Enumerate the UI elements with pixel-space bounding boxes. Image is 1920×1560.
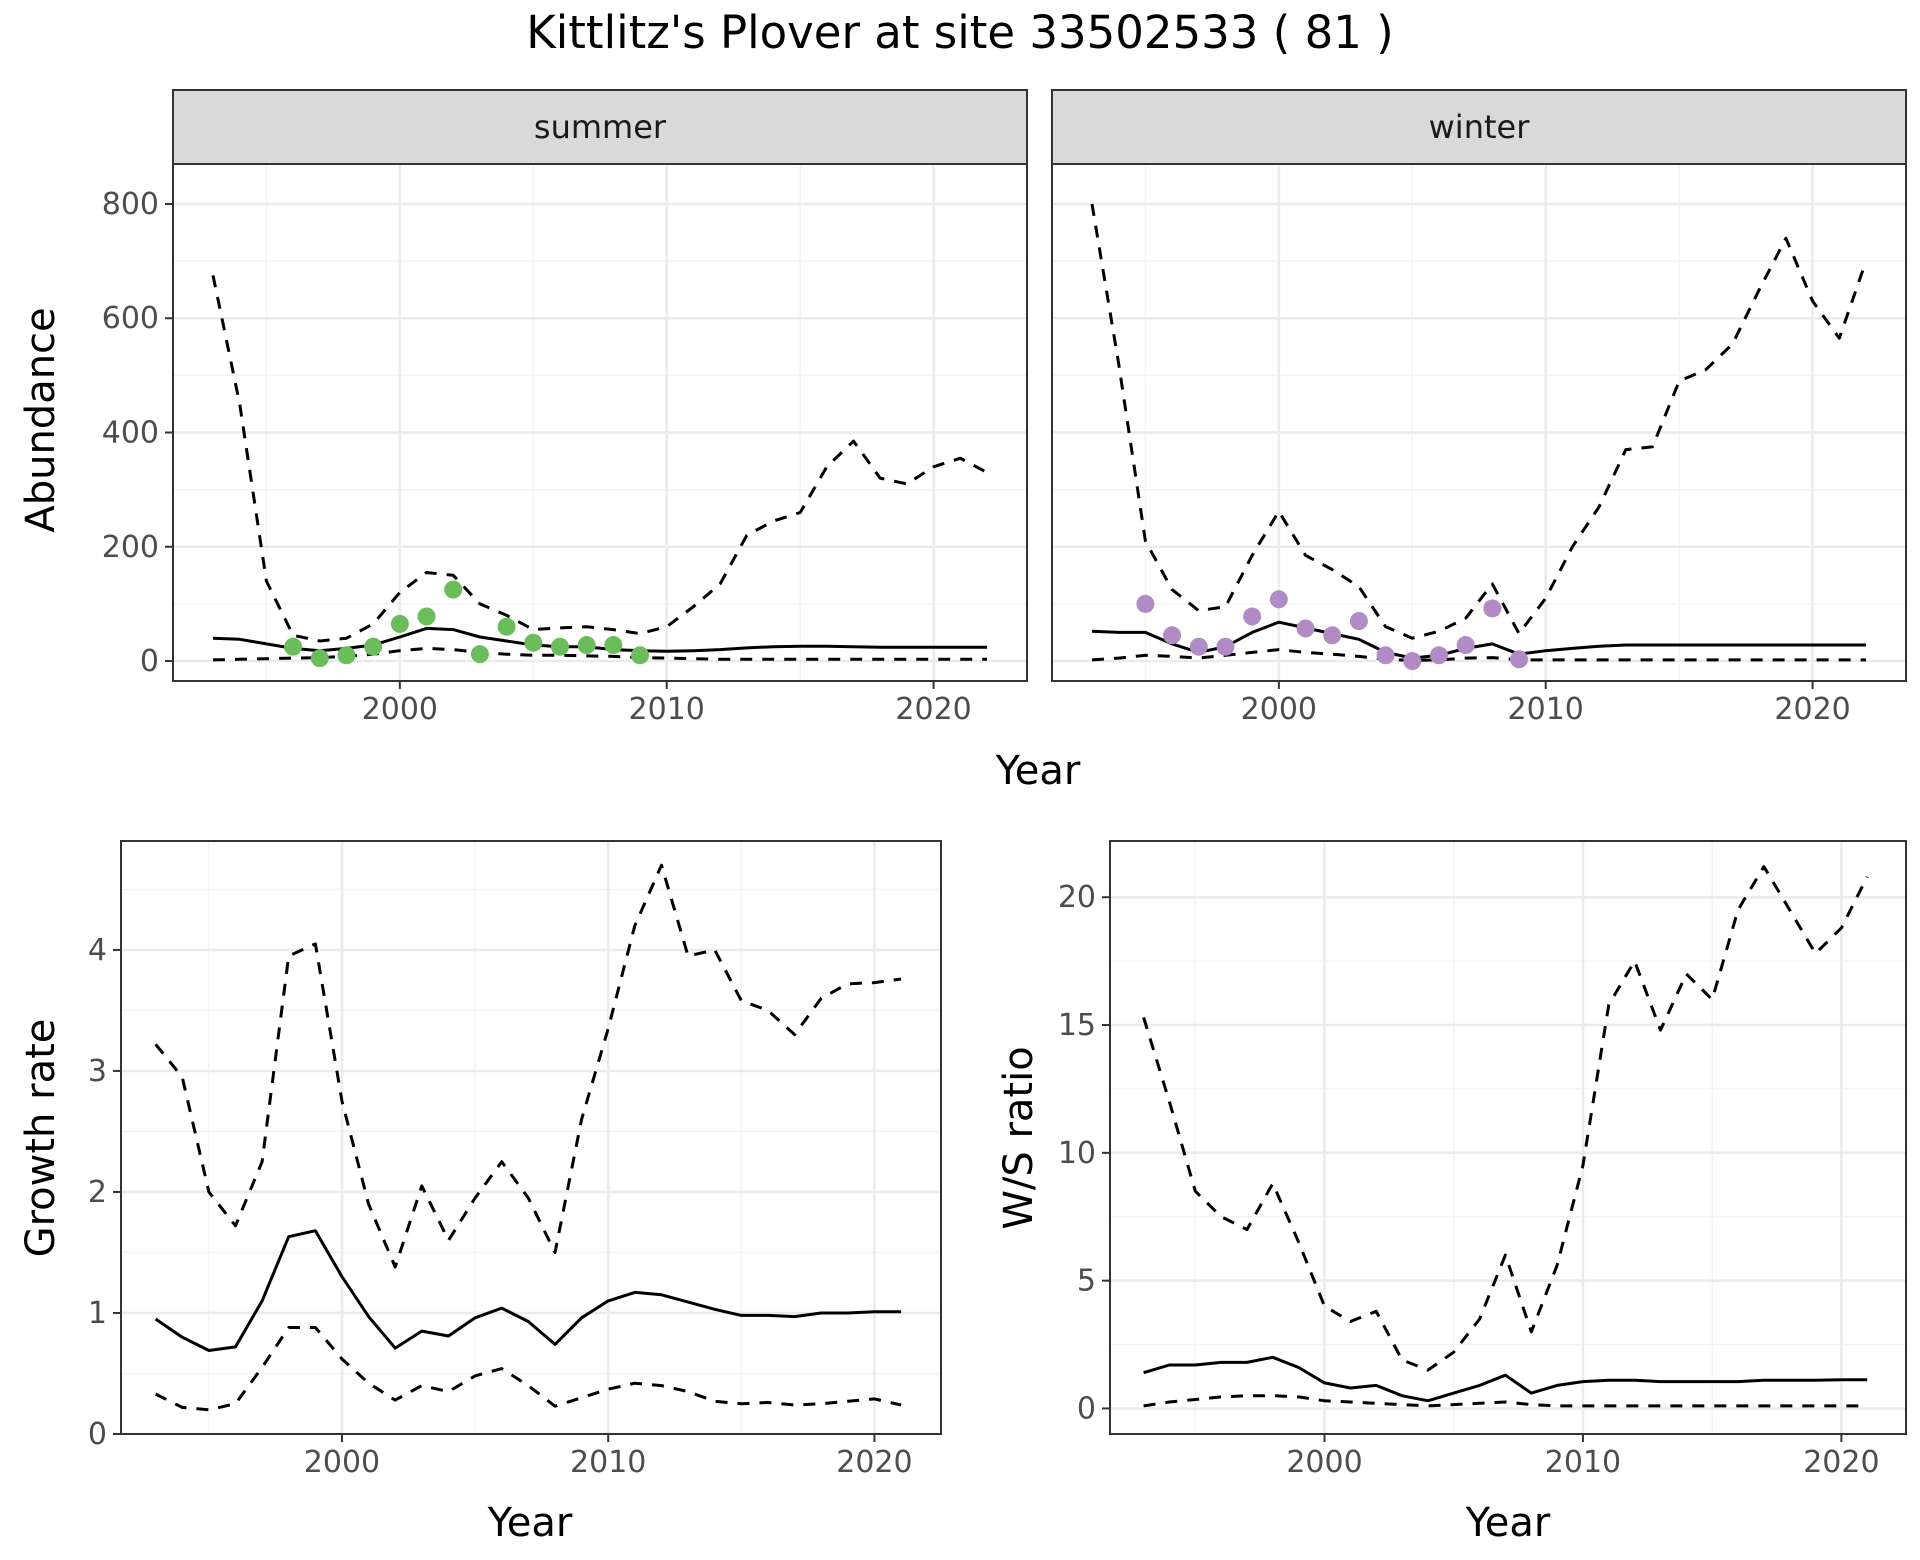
data-point: [284, 637, 303, 656]
series-layer: [1142, 865, 1869, 1408]
upper-bound-line: [1142, 865, 1869, 1372]
y-tick-label: 2: [88, 1175, 107, 1210]
upper-bound-line: [1090, 203, 1868, 640]
x-tick-label: 2010: [1508, 692, 1584, 727]
grid-lines: [1052, 164, 1906, 681]
series-layer: [211, 275, 988, 668]
axes: 2000 2010 2020 0 200 400 600 800: [102, 187, 972, 727]
facet-strip-winter: winter: [1051, 89, 1907, 165]
abundance-x-axis-title: Year: [995, 748, 1081, 794]
data-point: [390, 614, 409, 633]
y-tick-label: 600: [102, 301, 159, 336]
data-point: [444, 580, 463, 599]
data-point: [1323, 626, 1342, 645]
x-tick-label: 2000: [1241, 692, 1317, 727]
lower-bound-line: [1143, 1394, 1868, 1408]
data-point: [1483, 599, 1502, 618]
y-tick-label: 800: [102, 187, 159, 222]
upper-bound-line: [154, 863, 902, 1269]
figure-title: Kittlitz's Plover at site 33502533 ( 81 …: [526, 6, 1393, 59]
data-point: [470, 645, 489, 664]
growth-rate-panel: 2000 2010 2020 0 1 2 3 4: [88, 840, 942, 1480]
x-tick-label: 2010: [1545, 1445, 1621, 1480]
upper-bound-line: [211, 275, 988, 643]
y-tick-label: 0: [140, 644, 159, 679]
data-point: [1456, 636, 1475, 655]
data-point: [1189, 637, 1208, 656]
strip-label: winter: [1429, 108, 1531, 146]
data-point: [417, 607, 436, 626]
y-tick-label: 400: [102, 415, 159, 450]
x-tick-label: 2020: [895, 692, 971, 727]
y-tick-label: 4: [88, 933, 107, 968]
series-layer: [1090, 203, 1868, 671]
data-point: [1243, 607, 1262, 626]
ws-ratio-x-axis-title: Year: [1465, 1500, 1551, 1546]
strip-background: [1051, 89, 1907, 165]
x-tick-label: 2000: [1286, 1445, 1362, 1480]
data-point: [1349, 612, 1368, 631]
y-tick-label: 3: [88, 1054, 107, 1089]
axes: 2000 2010 2020: [1241, 681, 1851, 727]
y-tick-label: 5: [1077, 1264, 1096, 1299]
x-tick-label: 2010: [570, 1445, 646, 1480]
y-tick-label: 0: [1077, 1391, 1096, 1426]
x-tick-label: 2000: [362, 692, 438, 727]
strip-background: [172, 89, 1028, 165]
y-tick-label: 0: [88, 1417, 107, 1452]
data-point: [337, 646, 356, 665]
strip-label: summer: [534, 108, 667, 146]
y-tick-label: 200: [102, 530, 159, 565]
lower-bound-line: [154, 1326, 902, 1412]
y-tick-label: 15: [1058, 1008, 1096, 1043]
abundance-y-axis-title: Abundance: [18, 307, 64, 532]
x-tick-label: 2020: [836, 1445, 912, 1480]
panel-border: [1109, 840, 1907, 1435]
data-point: [1216, 637, 1235, 656]
x-tick-label: 2020: [1774, 692, 1850, 727]
data-point: [631, 646, 650, 665]
y-tick-label: 10: [1058, 1136, 1096, 1171]
data-point: [1163, 626, 1182, 645]
data-point: [604, 636, 623, 655]
growth-rate-y-axis-title: Growth rate: [18, 1019, 64, 1258]
data-point: [310, 649, 329, 668]
data-point: [524, 633, 543, 652]
data-point: [1376, 646, 1395, 665]
axes: 2000 2010 2020 0 1 2 3 4: [88, 933, 913, 1480]
facet-strip-summer: summer: [172, 89, 1028, 165]
ws-ratio-y-axis-title: W/S ratio: [996, 1046, 1042, 1229]
abundance-summer-panel: summer 2000 2010 2020 0 200 400 600 800: [102, 89, 1028, 727]
data-point: [577, 636, 596, 655]
data-point: [1296, 619, 1315, 638]
data-point: [1429, 646, 1448, 665]
data-point: [1403, 652, 1422, 671]
x-tick-label: 2010: [629, 692, 705, 727]
estimate-line: [154, 1229, 902, 1352]
data-point: [497, 617, 516, 636]
x-tick-label: 2000: [304, 1445, 380, 1480]
growth-rate-x-axis-title: Year: [487, 1500, 573, 1546]
y-tick-label: 20: [1058, 880, 1096, 915]
abundance-winter-panel: winter 2000 2010 2020: [1051, 89, 1907, 727]
axes: 2000 2010 2020 0 5 10 15 20: [1058, 880, 1880, 1480]
ws-ratio-panel: 2000 2010 2020 0 5 10 15 20: [1058, 840, 1907, 1480]
data-point: [1136, 594, 1155, 613]
data-point: [364, 637, 383, 656]
data-point: [1269, 590, 1288, 609]
data-point: [550, 637, 569, 656]
lower-bound-line: [212, 646, 987, 662]
panel-border: [120, 840, 942, 1435]
estimate-line: [1143, 1355, 1868, 1403]
grid-lines: [1110, 841, 1906, 1434]
lower-bound-line: [1091, 648, 1866, 662]
x-tick-label: 2020: [1803, 1445, 1879, 1480]
y-tick-label: 1: [88, 1296, 107, 1331]
data-point: [1510, 650, 1529, 669]
series-layer: [154, 863, 902, 1412]
